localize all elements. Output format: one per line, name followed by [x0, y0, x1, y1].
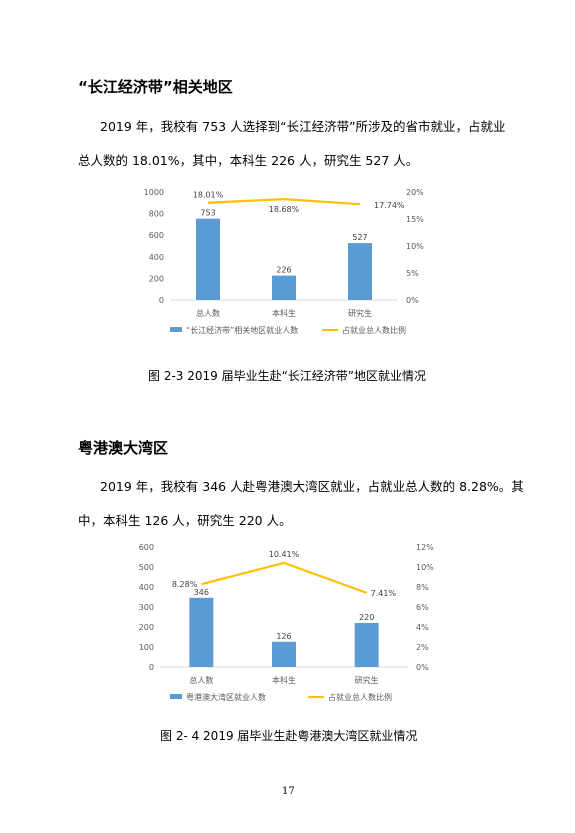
bar — [272, 275, 296, 300]
y-left-tick-label: 0 — [159, 296, 164, 305]
y-left-tick-label: 300 — [139, 603, 154, 612]
bar-data-label: 527 — [352, 233, 367, 242]
legend-bar-label: “长江经济带”相关地区就业人数 — [186, 325, 298, 335]
y-left-tick-label: 600 — [149, 231, 164, 240]
paragraph-line: 中，本科生 126 人，研究生 220 人。 — [78, 513, 292, 528]
line-data-label: 7.41% — [371, 589, 397, 598]
section-heading-yangtze: “长江经济带”相关地区 — [78, 78, 233, 96]
paragraph-line: 总人数的 18.01%，其中，本科生 226 人，研究生 527 人。 — [78, 153, 419, 168]
gba-employment-chart: 0 100 200 300 400 500 600 0% 2% 4% 6% 8% 10% 12% 346 总人… — [139, 543, 434, 702]
line-data-label: 18.68% — [269, 205, 300, 214]
bar — [272, 641, 296, 667]
y-right-tick-label: 10% — [406, 242, 424, 251]
page-number: 17 — [282, 786, 295, 797]
line-series — [201, 561, 368, 594]
line-data-label: 10.41% — [269, 550, 300, 559]
y-left-tick-label: 200 — [139, 623, 154, 632]
y-left-tick-label: 100 — [139, 643, 154, 652]
legend-bar-label: 粤港澳大湾区就业人数 — [186, 692, 266, 702]
y-left-tick-label: 400 — [139, 583, 154, 592]
figure-caption: 图 2- 4 2019 届毕业生赴粤港澳大湾区就业情况 — [160, 729, 418, 743]
x-category-label: 总人数 — [196, 308, 220, 318]
y-right-tick-label: 20% — [406, 188, 424, 197]
y-left-tick-label: 500 — [139, 563, 154, 572]
y-left-tick-label: 600 — [139, 543, 154, 552]
bar-data-label: 346 — [194, 588, 209, 597]
bar-data-label: 220 — [359, 613, 374, 622]
legend-bar-swatch — [170, 327, 182, 332]
x-category-label: 本科生 — [272, 308, 296, 318]
line-data-label: 18.01% — [193, 191, 224, 200]
y-left-tick-label: 400 — [149, 253, 164, 262]
bar — [348, 243, 372, 300]
x-category-label: 研究生 — [355, 675, 379, 685]
y-right-tick-label: 15% — [406, 215, 424, 224]
figure-caption: 图 2-3 2019 届毕业生赴“长江经济带”地区就业情况 — [148, 369, 427, 383]
legend-line-label: 占就业总人数比例 — [328, 692, 392, 702]
line-data-label: 17.74% — [374, 201, 405, 210]
x-category-label: 研究生 — [348, 308, 372, 318]
legend-bar-swatch — [170, 694, 182, 699]
bar — [354, 623, 379, 667]
yangtze-employment-chart: 0 200 400 600 800 1000 0% 5% 10% 15% 20% 753 总人数 226 本… — [144, 188, 425, 335]
paragraph-line: 2019 年，我校有 346 人赴粤港澳大湾区就业，占就业总人数的 8.28%。… — [100, 479, 524, 494]
y-right-tick-label: 5% — [406, 269, 419, 278]
section-heading-gba: 粤港澳大湾区 — [78, 439, 169, 457]
legend-line-label: 占就业总人数比例 — [342, 325, 406, 335]
y-left-tick-label: 0 — [149, 663, 154, 672]
line-data-label: 8.28% — [172, 580, 198, 589]
y-left-tick-label: 200 — [149, 274, 164, 283]
paragraph-line: 2019 年，我校有 753 人选择到“长江经济带”所涉及的省市就业，占就业 — [100, 119, 506, 134]
y-right-tick-label: 0% — [406, 296, 419, 305]
y-left-tick-label: 1000 — [144, 188, 164, 197]
y-right-tick-label: 2% — [416, 643, 429, 652]
y-right-tick-label: 12% — [416, 543, 434, 552]
y-right-tick-label: 4% — [416, 623, 429, 632]
bar-data-label: 126 — [276, 632, 291, 641]
y-right-tick-label: 8% — [416, 583, 429, 592]
bar — [196, 218, 220, 300]
y-left-tick-label: 800 — [149, 210, 164, 219]
y-right-tick-label: 0% — [416, 663, 429, 672]
line-series — [207, 198, 361, 206]
bar — [189, 597, 214, 667]
bar-data-label: 226 — [276, 266, 291, 275]
y-right-tick-label: 10% — [416, 563, 434, 572]
y-right-tick-label: 6% — [416, 603, 429, 612]
bar-data-label: 753 — [200, 209, 215, 218]
x-category-label: 总人数 — [189, 675, 213, 685]
x-category-label: 本科生 — [272, 675, 296, 685]
